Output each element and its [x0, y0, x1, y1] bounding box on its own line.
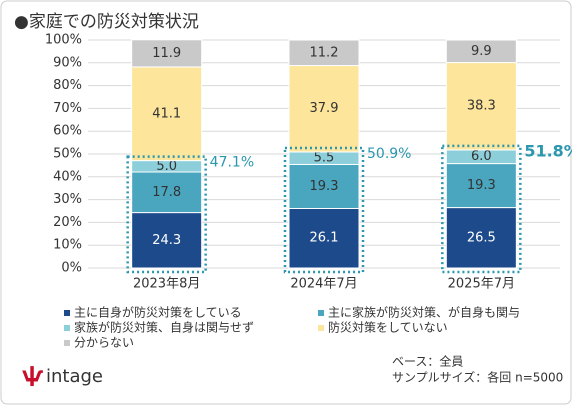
legend-swatch: [318, 310, 324, 316]
legend-label: 主に家族が防災対策、が自身も関与: [328, 305, 520, 320]
bar-segment: [131, 39, 203, 68]
value-label: 37.9: [310, 101, 339, 116]
legend-swatch: [64, 310, 70, 316]
value-label: 38.3: [467, 99, 496, 114]
bar-segment: [288, 163, 360, 209]
value-label: 5.0: [156, 159, 177, 174]
y-tick-label: 70%: [53, 101, 82, 116]
value-label: 9.9: [471, 44, 492, 59]
chart-title: ●家庭での防災対策状況: [14, 12, 199, 32]
bar-segment: [445, 207, 517, 269]
highlight-box: [283, 146, 365, 274]
bar-segment: [445, 62, 517, 151]
y-tick-label: 90%: [53, 55, 82, 70]
value-label: 41.1: [152, 106, 181, 121]
value-label: 26.1: [310, 231, 339, 246]
bar-segment: [131, 66, 203, 162]
x-tick-label: 2025年7月: [448, 277, 515, 292]
bar-segment: [131, 171, 203, 214]
value-label: 19.3: [467, 178, 496, 193]
y-tick-label: 20%: [53, 215, 82, 230]
y-tick-label: 80%: [53, 78, 82, 93]
x-tick-label: 2023年8月: [133, 277, 200, 292]
highlight-box: [441, 144, 522, 274]
y-tick-label: 10%: [53, 238, 82, 253]
y-tick-label: 0%: [61, 261, 82, 276]
y-tick-label: 100%: [45, 33, 82, 48]
y-tick-label: 60%: [53, 124, 82, 139]
footnote: ベース：全員: [392, 354, 463, 369]
legend-swatch: [64, 325, 70, 331]
value-label: 19.3: [310, 179, 339, 194]
value-label: 17.8: [152, 185, 181, 200]
legend-swatch: [318, 325, 324, 331]
value-label: 5.5: [314, 151, 335, 166]
bar-segment: [131, 212, 203, 269]
value-label: 11.2: [310, 45, 339, 60]
annotation: 47.1%: [210, 155, 254, 171]
bar-segment: [288, 39, 360, 67]
bar-segment: [445, 39, 517, 64]
annotation: 50.9%: [367, 146, 411, 162]
highlight-box: [126, 155, 207, 274]
legend-label: 家族が防災対策、自身は関与せず: [74, 320, 254, 335]
legend-label: 分からない: [74, 336, 134, 350]
y-tick-label: 30%: [53, 192, 82, 207]
value-label: 24.3: [152, 233, 181, 248]
value-label: 26.5: [467, 230, 496, 245]
legend-swatch: [64, 340, 70, 346]
logo-text: intage: [46, 366, 103, 387]
logo: ѱ intage: [22, 363, 103, 388]
x-tick-label: 2024年7月: [290, 277, 357, 292]
annotation: 51.8%: [524, 141, 572, 160]
value-label: 11.9: [152, 46, 181, 61]
legend-label: 主に自身が防災対策をしている: [74, 305, 242, 320]
y-tick-label: 50%: [53, 147, 82, 162]
value-label: 6.0: [471, 149, 492, 164]
y-tick-label: 40%: [53, 169, 82, 184]
logo-mark: ѱ: [22, 363, 43, 387]
footnote: サンプルサイズ：各回 n=5000: [392, 370, 563, 385]
legend-label: 防災対策をしていない: [328, 320, 448, 335]
